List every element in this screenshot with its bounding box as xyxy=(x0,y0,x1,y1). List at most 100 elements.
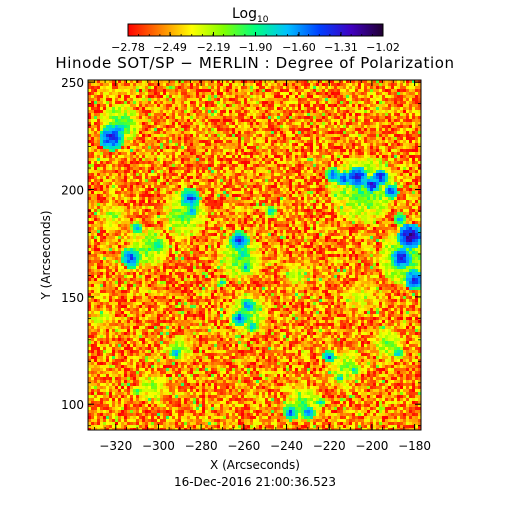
heatmap-cell xyxy=(388,209,392,213)
heatmap-cell xyxy=(127,89,131,93)
heatmap-cell xyxy=(340,203,344,207)
heatmap-cell xyxy=(337,83,341,87)
heatmap-cell xyxy=(199,197,203,201)
heatmap-cell xyxy=(196,149,200,153)
heatmap-cell xyxy=(379,137,383,141)
heatmap-cell xyxy=(226,182,230,186)
heatmap-cell xyxy=(139,131,143,135)
heatmap-cell xyxy=(199,182,203,186)
heatmap-cell xyxy=(400,131,404,135)
heatmap-cell xyxy=(364,179,368,183)
heatmap-cell xyxy=(274,155,278,159)
heatmap-cell xyxy=(166,152,170,156)
heatmap-cell xyxy=(280,209,284,213)
heatmap-cell xyxy=(346,83,350,87)
heatmap-cell xyxy=(358,170,362,174)
heatmap-cell xyxy=(310,152,314,156)
heatmap-cell xyxy=(253,137,257,141)
heatmap-cell xyxy=(397,197,401,201)
heatmap-cell xyxy=(367,119,371,123)
heatmap-cell xyxy=(88,113,92,117)
heatmap-cell xyxy=(115,92,119,96)
heatmap-cell xyxy=(103,101,107,105)
heatmap-cell xyxy=(94,164,98,168)
heatmap-cell xyxy=(325,206,329,210)
heatmap-cell xyxy=(364,128,368,132)
heatmap-cell xyxy=(385,119,389,123)
heatmap-cell xyxy=(220,179,224,183)
heatmap-cell xyxy=(94,158,98,162)
heatmap-cell xyxy=(325,113,329,117)
heatmap-cell xyxy=(220,203,224,207)
heatmap-cell xyxy=(382,188,386,192)
heatmap-cell xyxy=(130,179,134,183)
heatmap-cell xyxy=(349,182,353,186)
heatmap-cell xyxy=(370,152,374,156)
heatmap-cell xyxy=(115,194,119,198)
heatmap-cell xyxy=(253,212,257,216)
heatmap-cell xyxy=(274,119,278,123)
heatmap-cell xyxy=(121,161,125,165)
heatmap-cell xyxy=(334,173,338,177)
heatmap-cell xyxy=(274,191,278,195)
heatmap-cell xyxy=(373,146,377,150)
heatmap-cell xyxy=(286,161,290,165)
heatmap-cell xyxy=(367,152,371,156)
heatmap-cell xyxy=(145,86,149,90)
heatmap-cell xyxy=(145,89,149,93)
heatmap-cell xyxy=(334,203,338,207)
heatmap-cell xyxy=(130,197,134,201)
heatmap-cell xyxy=(262,179,266,183)
heatmap-cell xyxy=(130,188,134,192)
heatmap-cell xyxy=(256,194,260,198)
heatmap-cell xyxy=(88,191,92,195)
heatmap-cell xyxy=(88,167,92,171)
heatmap-cell xyxy=(295,167,299,171)
heatmap-cell xyxy=(172,197,176,201)
heatmap-cell xyxy=(235,188,239,192)
heatmap-cell xyxy=(235,143,239,147)
heatmap-cell xyxy=(310,176,314,180)
heatmap-cell xyxy=(166,179,170,183)
heatmap-cell xyxy=(235,155,239,159)
heatmap-cell xyxy=(274,125,278,129)
heatmap-cell xyxy=(100,110,104,114)
heatmap-cell xyxy=(418,146,421,150)
heatmap-cell xyxy=(250,203,254,207)
heatmap-cell xyxy=(175,167,179,171)
heatmap-cell xyxy=(385,173,389,177)
heatmap-cell xyxy=(106,83,110,87)
heatmap-cell xyxy=(247,203,251,207)
heatmap-cell xyxy=(163,101,167,105)
heatmap-cell xyxy=(91,113,95,117)
heatmap-cell xyxy=(376,83,380,87)
heatmap-cell xyxy=(388,122,392,126)
heatmap-cell xyxy=(94,95,98,99)
heatmap-cell xyxy=(94,89,98,93)
heatmap-cell xyxy=(292,182,296,186)
heatmap-cell xyxy=(331,119,335,123)
heatmap-cell xyxy=(97,212,101,216)
heatmap-cell xyxy=(220,119,224,123)
heatmap-cell xyxy=(268,125,272,129)
heatmap-cell xyxy=(316,188,320,192)
heatmap-cell xyxy=(349,122,353,126)
heatmap-cell xyxy=(250,197,254,201)
heatmap-cell xyxy=(358,128,362,132)
heatmap-cell xyxy=(106,158,110,162)
heatmap-cell xyxy=(265,107,269,111)
heatmap-cell xyxy=(310,146,314,150)
heatmap-cell xyxy=(307,161,311,165)
heatmap-cell xyxy=(373,134,377,138)
heatmap-cell xyxy=(406,140,410,144)
heatmap-cell xyxy=(118,80,122,84)
heatmap-cell xyxy=(301,104,305,108)
heatmap-cell xyxy=(262,170,266,174)
heatmap-cell xyxy=(148,206,152,210)
heatmap-cell xyxy=(166,158,170,162)
heatmap-cell xyxy=(337,200,341,204)
heatmap-cell xyxy=(181,122,185,126)
heatmap-cell xyxy=(352,188,356,192)
heatmap-cell xyxy=(334,146,338,150)
heatmap-cell xyxy=(217,200,221,204)
